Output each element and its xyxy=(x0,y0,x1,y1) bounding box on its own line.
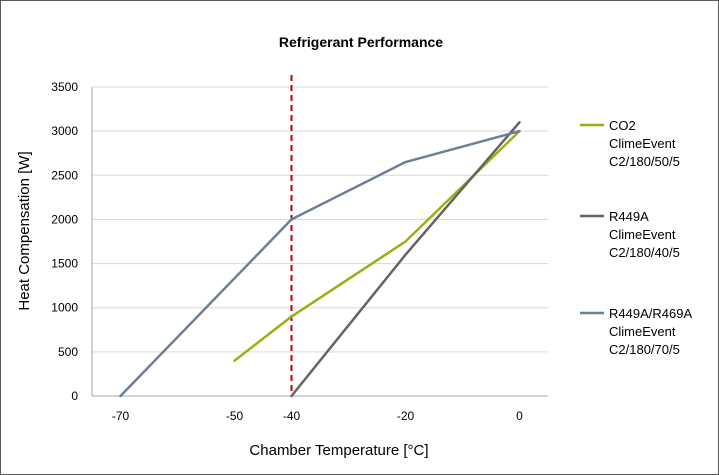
y-tick-label: 0 xyxy=(71,389,78,403)
legend-label: R449A/R469A xyxy=(609,306,692,321)
y-tick-label: 500 xyxy=(58,345,78,359)
series-line-3 xyxy=(119,129,521,398)
y-axis-ticks: 0 500 1000 1500 2000 2500 3000 3500 xyxy=(51,80,78,403)
legend-label: CO2 xyxy=(609,118,636,133)
y-tick-label: 1000 xyxy=(51,301,78,315)
axes xyxy=(91,87,548,397)
x-axis-ticks: -70 -50 -40 -20 0 xyxy=(112,409,523,423)
y-tick-label: 2000 xyxy=(51,212,78,226)
legend-label: ClimeEvent xyxy=(609,136,676,151)
x-tick-label: -50 xyxy=(226,409,244,423)
y-axis-title: Heat Compensation [W] xyxy=(16,151,33,310)
legend-label: C2/180/50/5 xyxy=(609,154,680,169)
legend: CO2 ClimeEvent C2/180/50/5 R449A ClimeEvent C… xyxy=(580,118,692,357)
y-tick-label: 1500 xyxy=(51,257,78,271)
y-tick-label: 3500 xyxy=(51,80,78,94)
x-axis-title: Chamber Temperature [°C] xyxy=(249,442,428,459)
x-tick-label: 0 xyxy=(516,409,523,423)
gridlines xyxy=(92,86,548,353)
y-tick-label: 3000 xyxy=(51,124,78,138)
series-line-1 xyxy=(233,129,521,362)
legend-label: R449A xyxy=(609,209,649,224)
series-line-2 xyxy=(290,121,521,398)
legend-label: ClimeEvent xyxy=(609,324,676,339)
x-tick-label: -40 xyxy=(283,409,301,423)
legend-label: C2/180/40/5 xyxy=(609,245,680,260)
chart-title: Refrigerant Performance xyxy=(279,34,443,50)
series-lines xyxy=(119,121,521,398)
legend-label: C2/180/70/5 xyxy=(609,342,680,357)
x-tick-label: -20 xyxy=(397,409,415,423)
legend-label: ClimeEvent xyxy=(609,227,676,242)
y-tick-label: 2500 xyxy=(51,168,78,182)
x-tick-label: -70 xyxy=(112,409,130,423)
